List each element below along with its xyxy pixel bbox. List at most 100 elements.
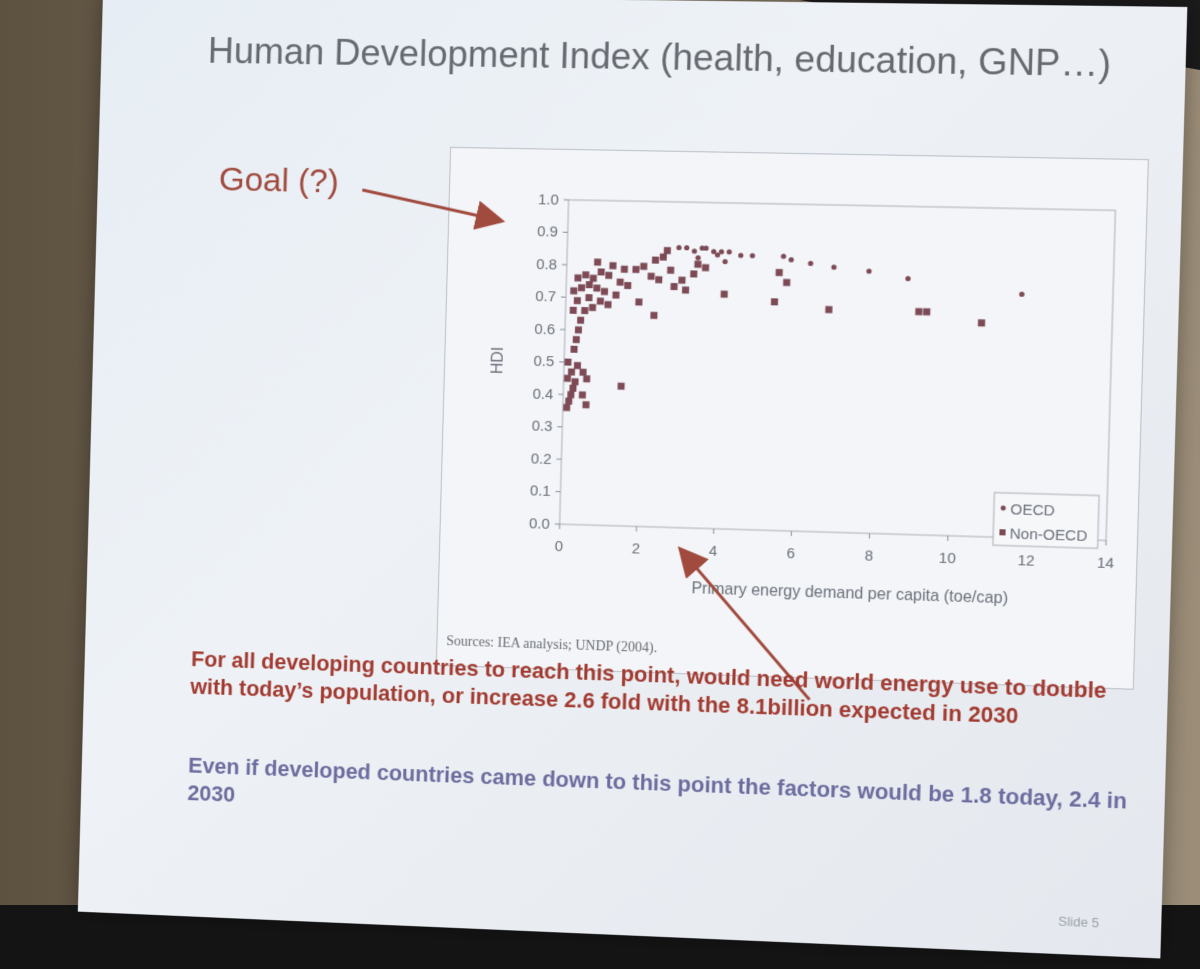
data-points <box>563 243 1026 423</box>
non-oecd-point <box>640 263 647 270</box>
non-oecd-point <box>573 336 580 343</box>
non-oecd-point <box>578 284 585 291</box>
non-oecd-point <box>570 307 577 314</box>
energy-statement-blue: Even if developed countries came down to… <box>187 752 1129 844</box>
non-oecd-point <box>721 291 728 298</box>
non-oecd-point <box>575 326 582 333</box>
non-oecd-point <box>597 298 604 305</box>
y-tick-label: 0.9 <box>537 225 558 242</box>
non-oecd-point <box>825 306 832 313</box>
y-tick-label: 0.4 <box>532 387 553 404</box>
non-oecd-point <box>923 308 930 315</box>
slide-number: Slide 5 <box>1058 913 1099 930</box>
non-oecd-point <box>776 269 783 276</box>
y-tick-label: 0.1 <box>530 484 551 501</box>
non-oecd-point <box>621 266 628 273</box>
non-oecd-point <box>694 261 701 268</box>
x-tick-label: 0 <box>555 539 564 555</box>
oecd-point <box>676 245 681 250</box>
non-oecd-point <box>568 368 575 375</box>
y-tick-label: 0.6 <box>534 322 555 339</box>
y-axis: 0.0 0.1 0.2 0.3 0.4 0.5 0.6 0.7 0.8 0.9 1.0 <box>529 192 569 533</box>
y-tick-label: 0.2 <box>531 451 552 468</box>
non-oecd-point <box>590 275 597 282</box>
non-oecd-point <box>609 262 616 269</box>
oecd-point <box>695 255 700 260</box>
oecd-point <box>738 253 743 258</box>
non-oecd-point <box>660 253 667 260</box>
y-tick-label: 0.5 <box>533 354 554 371</box>
non-oecd-point <box>648 273 655 280</box>
x-tick-label: 14 <box>1097 555 1115 572</box>
x-tick-label: 10 <box>939 551 956 568</box>
non-oecd-point <box>581 307 588 314</box>
non-oecd-point <box>577 317 584 324</box>
non-oecd-point <box>678 277 685 284</box>
oecd-point <box>692 249 697 254</box>
legend-label: OECD <box>1010 502 1055 520</box>
non-oecd-point <box>617 279 624 286</box>
non-oecd-point <box>598 268 605 275</box>
non-oecd-point <box>582 271 589 278</box>
non-oecd-point <box>915 308 922 315</box>
non-oecd-point <box>579 391 586 398</box>
oecd-point <box>808 261 813 266</box>
oecd-point <box>831 264 836 269</box>
non-oecd-point <box>565 398 572 405</box>
non-oecd-point <box>586 281 593 288</box>
presentation-slide: Human Development Index (health, educati… <box>78 0 1188 958</box>
oecd-point <box>684 245 689 250</box>
non-oecd-point <box>572 378 579 385</box>
oecd-point <box>703 245 708 250</box>
non-oecd-point <box>585 294 592 301</box>
non-oecd-point <box>564 359 571 366</box>
non-oecd-point <box>570 287 577 294</box>
oecd-point <box>1019 292 1024 297</box>
legend-label: Non-OECD <box>1009 526 1088 545</box>
oecd-point <box>750 253 755 258</box>
y-tick-label: 0.3 <box>531 419 552 436</box>
oecd-point <box>781 254 786 259</box>
chart-legend: OECD Non-OECD <box>993 493 1099 549</box>
plot-area <box>560 200 1116 541</box>
x-tick-label: 12 <box>1017 553 1035 570</box>
non-oecd-point <box>652 257 659 264</box>
non-oecd-point <box>632 266 639 273</box>
x-tick-label: 4 <box>709 544 718 560</box>
non-oecd-point <box>574 274 581 281</box>
x-tick-label: 2 <box>631 541 640 557</box>
oecd-point <box>789 257 794 262</box>
non-oecd-point <box>564 375 571 382</box>
non-oecd-point <box>604 301 611 308</box>
non-oecd-point <box>612 291 619 298</box>
non-oecd-point <box>601 288 608 295</box>
non-oecd-point <box>574 297 581 304</box>
non-oecd-point <box>593 285 600 292</box>
non-oecd-point <box>978 319 985 326</box>
slide-title: Human Development Index (health, educati… <box>207 30 1111 85</box>
non-oecd-point <box>664 247 671 254</box>
x-tick-label: 6 <box>786 546 795 562</box>
non-oecd-point <box>618 383 625 390</box>
y-axis-label: HDI <box>489 346 507 374</box>
non-oecd-point <box>650 312 657 319</box>
non-oecd-point <box>589 304 596 311</box>
y-tick-label: 0.0 <box>529 516 550 533</box>
goal-label: Goal (?) <box>218 161 339 202</box>
non-oecd-point <box>771 298 778 305</box>
non-oecd-point <box>594 259 601 266</box>
oecd-point <box>866 269 871 274</box>
non-oecd-point <box>783 279 790 286</box>
non-oecd-point <box>682 286 689 293</box>
non-oecd-point <box>605 272 612 279</box>
non-oecd-point <box>582 401 589 408</box>
non-oecd-point <box>670 283 677 290</box>
non-oecd-point <box>635 298 642 305</box>
non-oecd-point <box>563 404 570 411</box>
non-oecd-point <box>574 362 581 369</box>
oecd-point <box>722 259 727 264</box>
non-oecd-point <box>583 375 590 382</box>
hdi-chart: 0.0 0.1 0.2 0.3 0.4 0.5 0.6 0.7 0.8 0.9 1.0 0 2 4 6 8 1… <box>436 147 1149 690</box>
y-tick-label: 1.0 <box>538 192 559 209</box>
non-oecd-point <box>567 391 574 398</box>
